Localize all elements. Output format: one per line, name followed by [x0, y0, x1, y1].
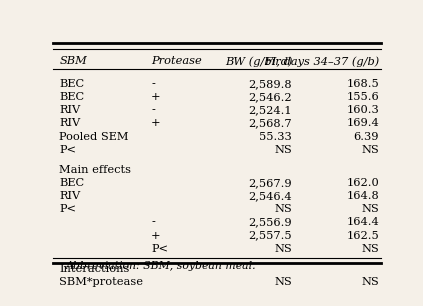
- Text: +: +: [151, 231, 161, 241]
- Text: NS: NS: [275, 277, 292, 287]
- Text: 2,524.1: 2,524.1: [249, 105, 292, 115]
- Text: Interactions: Interactions: [59, 263, 130, 274]
- Text: NS: NS: [361, 277, 379, 287]
- Text: +: +: [151, 92, 161, 102]
- Text: 162.5: 162.5: [346, 231, 379, 241]
- Text: 169.4: 169.4: [346, 118, 379, 129]
- Text: 2,589.8: 2,589.8: [249, 79, 292, 89]
- Text: SBM: SBM: [59, 57, 87, 66]
- Text: 164.8: 164.8: [346, 191, 379, 201]
- Text: NS: NS: [361, 244, 379, 254]
- Text: 2,567.9: 2,567.9: [249, 178, 292, 188]
- Text: 2,546.4: 2,546.4: [249, 191, 292, 201]
- Text: -: -: [151, 217, 155, 227]
- Text: SBM*protease: SBM*protease: [59, 277, 143, 287]
- Text: 164.4: 164.4: [346, 217, 379, 227]
- Text: +: +: [151, 118, 161, 129]
- Text: BW (g/bird): BW (g/bird): [225, 56, 292, 67]
- Text: P<: P<: [59, 204, 77, 214]
- Text: Protease: Protease: [151, 57, 202, 66]
- Text: FI, days 34–37 (g/b): FI, days 34–37 (g/b): [264, 56, 379, 67]
- Text: BEC: BEC: [59, 178, 85, 188]
- Text: 162.0: 162.0: [346, 178, 379, 188]
- Text: 6.39: 6.39: [354, 132, 379, 142]
- Text: NS: NS: [275, 244, 292, 254]
- Text: NS: NS: [361, 204, 379, 214]
- Text: 2,546.2: 2,546.2: [249, 92, 292, 102]
- Text: BEC: BEC: [59, 92, 85, 102]
- Text: NS: NS: [275, 204, 292, 214]
- Text: 2,568.7: 2,568.7: [249, 118, 292, 129]
- Text: P<: P<: [59, 145, 77, 155]
- Text: -: -: [151, 79, 155, 89]
- Text: RIV: RIV: [59, 105, 81, 115]
- Text: P<: P<: [151, 244, 168, 254]
- Text: Abbreviation: SBM, soybean meal.: Abbreviation: SBM, soybean meal.: [66, 261, 257, 271]
- Text: 160.3: 160.3: [346, 105, 379, 115]
- Text: NS: NS: [361, 145, 379, 155]
- Text: Main effects: Main effects: [59, 165, 132, 175]
- Text: NS: NS: [275, 145, 292, 155]
- Text: 2,556.9: 2,556.9: [249, 217, 292, 227]
- Text: 2,557.5: 2,557.5: [249, 231, 292, 241]
- Text: RIV: RIV: [59, 191, 81, 201]
- Text: RIV: RIV: [59, 118, 81, 129]
- Text: BEC: BEC: [59, 79, 85, 89]
- Text: 55.33: 55.33: [259, 132, 292, 142]
- Text: 168.5: 168.5: [346, 79, 379, 89]
- Text: -: -: [151, 105, 155, 115]
- Text: Pooled SEM: Pooled SEM: [59, 132, 129, 142]
- Text: 155.6: 155.6: [346, 92, 379, 102]
